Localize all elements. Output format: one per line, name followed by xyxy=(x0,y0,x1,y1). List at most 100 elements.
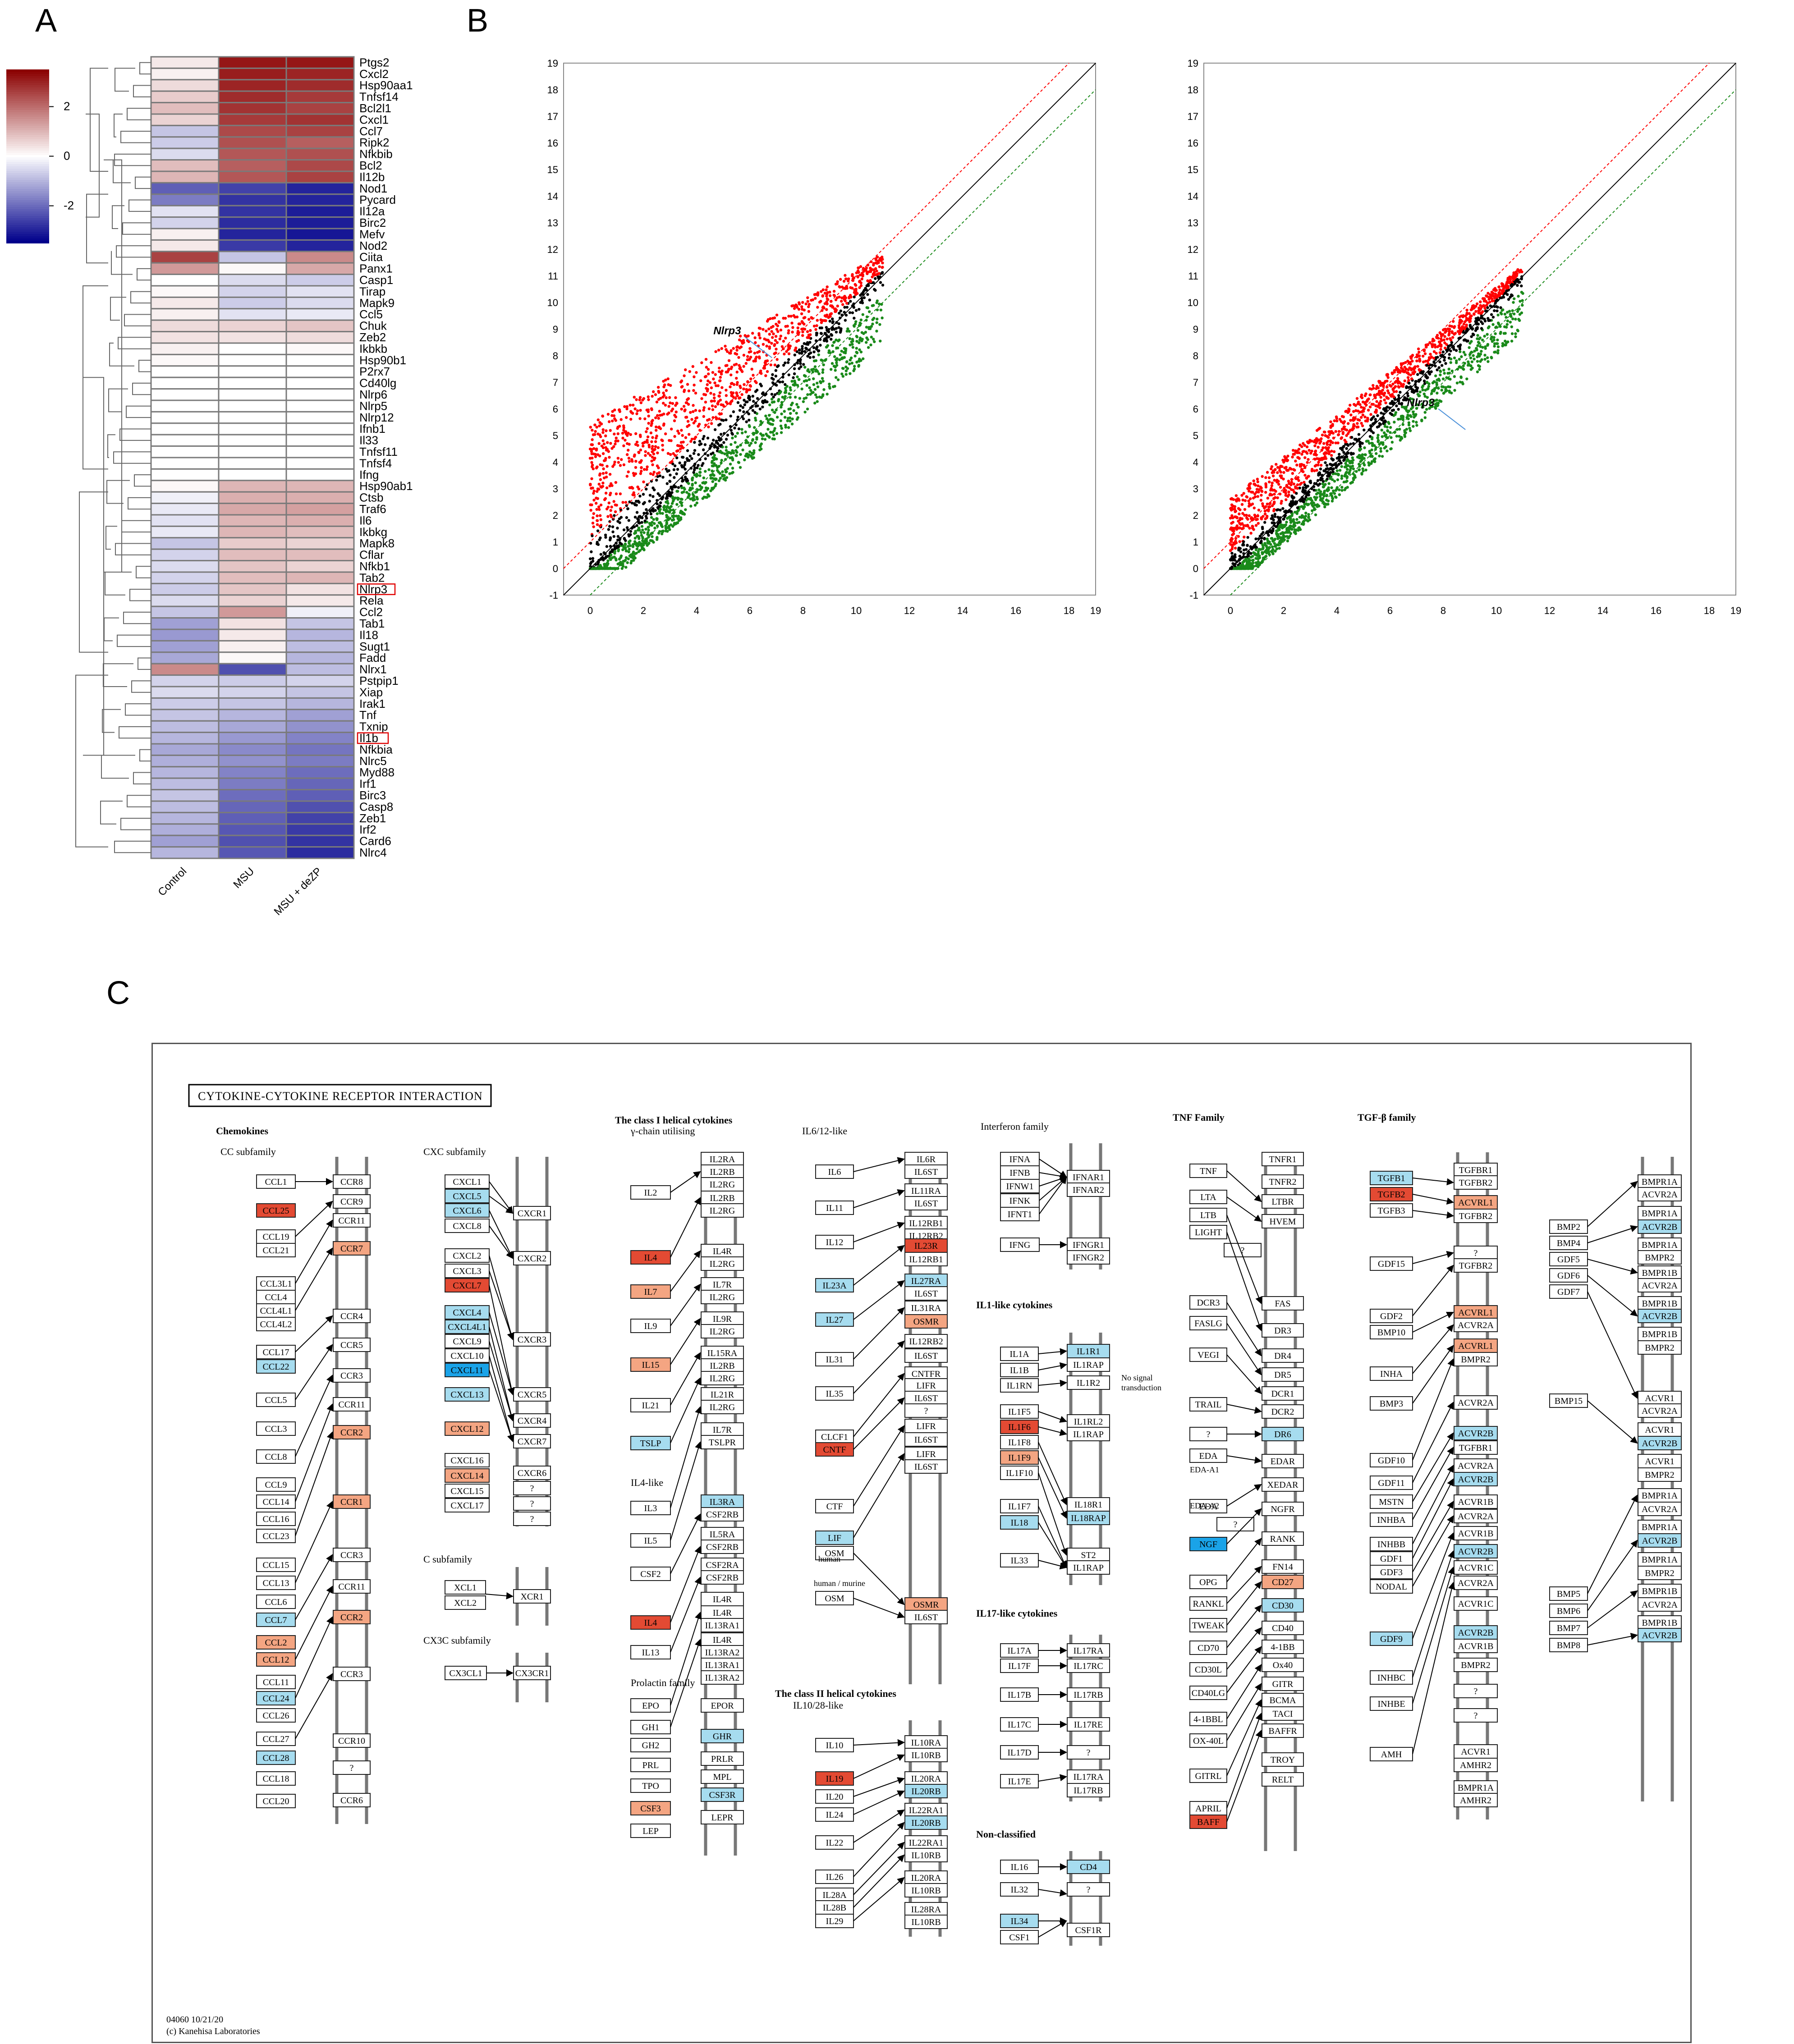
scatter-point xyxy=(743,383,745,386)
scatter-point xyxy=(797,333,799,336)
scatter-point xyxy=(808,318,810,321)
scatter-point xyxy=(748,444,751,447)
scatter-point xyxy=(1416,365,1419,367)
scatter-point xyxy=(619,418,622,421)
scatter-point xyxy=(1401,405,1404,408)
heatmap-cell xyxy=(219,561,286,572)
scatter-point xyxy=(1310,440,1313,442)
scatter-point xyxy=(694,504,697,506)
scatter-point xyxy=(698,409,701,412)
scatter-point xyxy=(603,443,606,445)
scatter-point xyxy=(837,378,840,381)
scatter-point xyxy=(748,351,751,353)
scatter-point xyxy=(1318,458,1321,460)
scatter-point xyxy=(1386,430,1389,432)
scatter-point xyxy=(647,410,650,413)
heatmap-cell xyxy=(219,171,286,183)
scatter-point xyxy=(644,528,647,531)
scatter-point xyxy=(1460,328,1463,330)
scatter-point xyxy=(1306,445,1308,448)
scatter-point xyxy=(1511,317,1514,320)
heatmap-cell xyxy=(286,515,354,526)
scatter-point xyxy=(717,348,720,351)
scatter-point xyxy=(635,412,638,415)
heatmap-cell xyxy=(219,733,286,744)
scatter-point xyxy=(878,302,881,305)
heatmap-cell xyxy=(151,194,219,206)
scatter-point xyxy=(852,369,855,372)
scatter-point xyxy=(1276,471,1279,474)
scatter-point xyxy=(642,493,645,495)
scatter-point xyxy=(711,371,714,374)
heatmap-cell xyxy=(219,217,286,229)
heatmap-cell xyxy=(286,538,354,549)
scatter-point xyxy=(722,441,725,444)
scatter-point xyxy=(1443,335,1446,338)
scatter-point xyxy=(1344,456,1346,458)
scatter-point xyxy=(590,443,592,446)
scatter-point xyxy=(843,356,846,359)
heatmap-cell xyxy=(151,572,219,583)
scatter-point xyxy=(1261,502,1264,505)
scatter-point xyxy=(621,548,624,551)
scatter-point xyxy=(748,395,751,398)
scatter-point xyxy=(645,430,647,433)
scatter-point xyxy=(704,443,707,446)
heatmap-cell xyxy=(151,68,219,79)
scatter-point xyxy=(698,474,701,477)
scatter-point xyxy=(661,444,664,446)
scatter-point xyxy=(746,358,748,361)
scatter-point xyxy=(816,306,819,308)
scatter-point xyxy=(798,397,801,399)
scatter-point xyxy=(1427,387,1429,390)
scatter-point xyxy=(730,373,732,376)
scatter-point xyxy=(798,378,800,381)
scatter-point xyxy=(1400,367,1403,369)
legend-color-step xyxy=(6,241,49,243)
scatter-point xyxy=(1436,368,1438,371)
scatter-point xyxy=(1328,452,1331,455)
scatter-point xyxy=(801,347,803,350)
heatmap-cell xyxy=(286,91,354,102)
scatter-point xyxy=(596,433,599,435)
heatmap-cell xyxy=(219,778,286,789)
scatter-point xyxy=(859,265,862,268)
scatter-point xyxy=(687,403,690,406)
scatter-point xyxy=(1334,495,1337,498)
scatter-point xyxy=(871,268,873,271)
scatter-point xyxy=(1260,518,1263,520)
scatter-point xyxy=(1354,438,1356,440)
scatter-point xyxy=(715,483,717,486)
scatter-point xyxy=(1322,469,1325,472)
scatter-point xyxy=(872,273,875,275)
scatter-point xyxy=(791,417,794,420)
scatter-point xyxy=(771,393,773,395)
scatter-point xyxy=(682,456,684,458)
scatter-point xyxy=(1331,423,1334,426)
scatter-point xyxy=(706,390,709,392)
scatter-point xyxy=(787,332,789,335)
scatter-point xyxy=(1394,385,1397,388)
scatter-point xyxy=(730,393,733,396)
scatter-point xyxy=(806,384,808,387)
scatter-point xyxy=(591,465,593,468)
scatter-point xyxy=(1448,353,1451,356)
scatter-point xyxy=(730,382,733,385)
scatter-point xyxy=(615,440,617,442)
scatter-point xyxy=(845,361,848,363)
scatter-point xyxy=(1490,313,1493,316)
scatter-point xyxy=(840,329,842,332)
scatter-point xyxy=(640,401,642,404)
scatter-point xyxy=(711,480,714,483)
scatter-point xyxy=(1251,559,1254,562)
scatter-point xyxy=(656,464,659,467)
heatmap-cell xyxy=(286,504,354,515)
heatmap-cell xyxy=(286,458,354,469)
scatter-point xyxy=(647,422,650,425)
scatter-point xyxy=(1310,449,1313,452)
scatter-point xyxy=(675,515,678,518)
scatter-point xyxy=(1267,546,1270,549)
scatter-point xyxy=(1345,410,1348,412)
x-tick-label: 16 xyxy=(1010,605,1021,616)
scatter-point xyxy=(686,457,688,460)
